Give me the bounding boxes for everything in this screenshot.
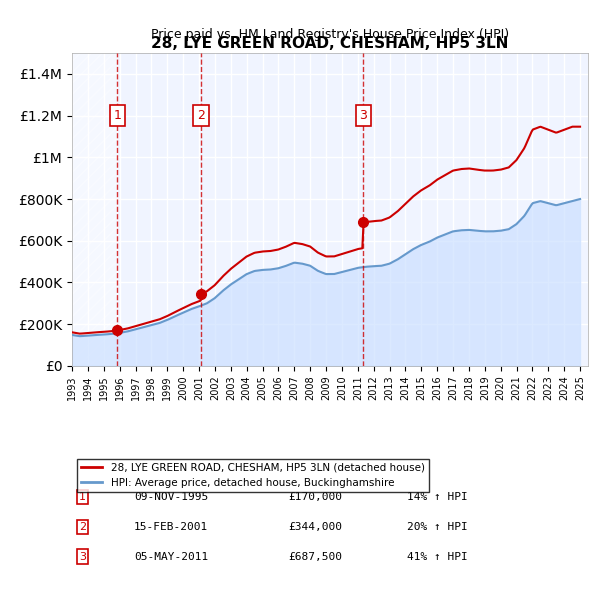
Text: 20% ↑ HPI: 20% ↑ HPI xyxy=(407,522,468,532)
Text: 05-MAY-2011: 05-MAY-2011 xyxy=(134,552,208,562)
Text: £170,000: £170,000 xyxy=(289,492,343,502)
Text: Price paid vs. HM Land Registry's House Price Index (HPI): Price paid vs. HM Land Registry's House … xyxy=(151,28,509,41)
Text: 3: 3 xyxy=(79,552,86,562)
Text: 3: 3 xyxy=(359,109,367,122)
Text: 41% ↑ HPI: 41% ↑ HPI xyxy=(407,552,468,562)
Title: 28, LYE GREEN ROAD, CHESHAM, HP5 3LN: 28, LYE GREEN ROAD, CHESHAM, HP5 3LN xyxy=(151,35,509,51)
Text: £687,500: £687,500 xyxy=(289,552,343,562)
Text: 1: 1 xyxy=(113,109,121,122)
Text: 14% ↑ HPI: 14% ↑ HPI xyxy=(407,492,468,502)
Text: £344,000: £344,000 xyxy=(289,522,343,532)
Legend: 28, LYE GREEN ROAD, CHESHAM, HP5 3LN (detached house), HPI: Average price, detac: 28, LYE GREEN ROAD, CHESHAM, HP5 3LN (de… xyxy=(77,458,429,492)
Text: 09-NOV-1995: 09-NOV-1995 xyxy=(134,492,208,502)
Text: 15-FEB-2001: 15-FEB-2001 xyxy=(134,522,208,532)
Text: 2: 2 xyxy=(197,109,205,122)
Text: 2: 2 xyxy=(79,522,86,532)
Bar xyxy=(72,53,118,366)
Text: 1: 1 xyxy=(79,492,86,502)
